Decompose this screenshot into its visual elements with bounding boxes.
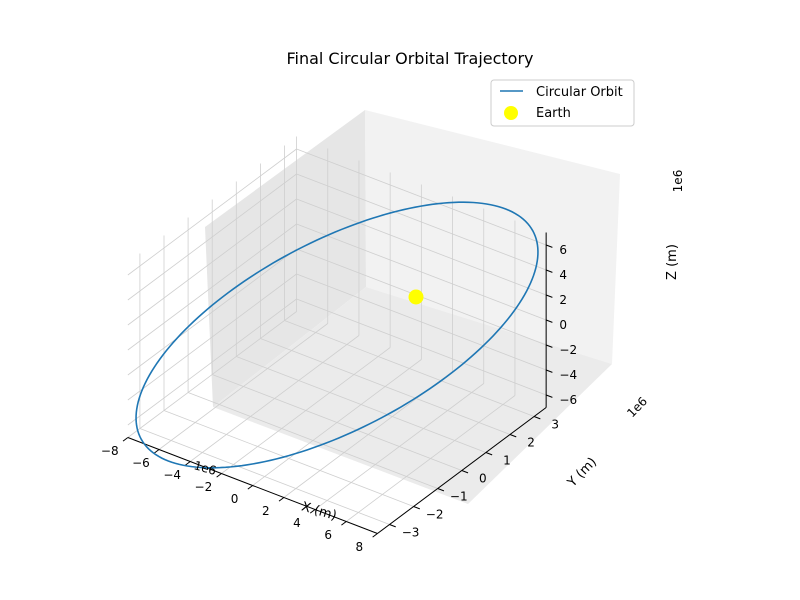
- z-tick-label: 6: [559, 243, 567, 257]
- orbit-layer: [135, 201, 539, 469]
- z-tick-mark: [545, 344, 553, 348]
- y-tick-mark: [413, 506, 421, 510]
- x-tick-label: 6: [324, 528, 332, 542]
- x-tick-mark: [341, 521, 347, 526]
- y-tick-label: 2: [527, 436, 535, 450]
- y-axis-label: Y (m): [564, 455, 600, 491]
- z-tick-mark: [545, 369, 553, 373]
- orbit-line: [135, 201, 539, 469]
- grid-line-y: [212, 374, 462, 471]
- grid-line-z: [127, 298, 297, 426]
- grid-line-y: [139, 428, 390, 525]
- floor-pane: [213, 287, 612, 504]
- grid-line-z: [127, 223, 297, 351]
- legend-point-swatch: [504, 106, 518, 120]
- grid-line-y: [284, 320, 535, 417]
- y-tick-label: 1: [503, 454, 511, 468]
- grid-line-y: [260, 338, 511, 435]
- x-tick-label: −6: [132, 456, 150, 470]
- grid-line-z: [127, 248, 297, 376]
- z-tick-label: 2: [559, 293, 567, 307]
- x-tick-mark: [185, 461, 191, 466]
- grid-line-z: [296, 273, 547, 371]
- grid-line-z: [296, 173, 547, 271]
- z-offset-label: 1e6: [671, 170, 685, 193]
- grid-line-z: [127, 173, 297, 301]
- z-tick-mark: [545, 394, 553, 398]
- y-tick-mark: [437, 488, 445, 492]
- z-axis-label: Z (m): [665, 244, 680, 280]
- grid-line-y: [163, 410, 414, 507]
- x-tick-mark: [153, 449, 160, 454]
- legend-box: [490, 79, 635, 127]
- y-tick-label: 0: [479, 472, 487, 486]
- legend: Circular Orbit Earth: [490, 79, 635, 127]
- x-tick-mark: [278, 497, 285, 502]
- grid-lines: [127, 136, 547, 534]
- z-tick-mark: [545, 244, 553, 248]
- x-axis-label: X (m): [300, 499, 339, 523]
- chart-title: Final Circular Orbital Trajectory: [286, 49, 533, 68]
- x-tick-label: −2: [195, 480, 213, 494]
- x-tick-label: 0: [231, 492, 239, 506]
- y-offset-label: 1e6: [624, 394, 650, 420]
- y-tick-label: −1: [450, 490, 468, 504]
- grid-line-y: [236, 356, 487, 453]
- y-tick-mark: [485, 452, 493, 456]
- panes: [205, 110, 620, 504]
- z-tick-label: 0: [559, 318, 567, 332]
- back-pane-xz: [365, 110, 620, 364]
- y-tick-label: −3: [402, 526, 420, 540]
- x-axis-line: [127, 437, 378, 534]
- y-tick-label: −2: [426, 508, 444, 522]
- tick-marks: [122, 244, 553, 538]
- z-tick-mark: [545, 319, 553, 323]
- x-tick-label: 2: [262, 504, 270, 518]
- grid-line-z: [127, 148, 297, 276]
- grid-line-z: [296, 223, 547, 321]
- z-tick-label: −4: [559, 368, 577, 382]
- y-tick-mark: [533, 416, 541, 420]
- z-tick-mark: [545, 269, 553, 273]
- z-tick-label: 4: [559, 268, 567, 282]
- grid-line-z: [296, 198, 547, 296]
- earth-point: [408, 289, 424, 305]
- z-tick-mark: [545, 294, 553, 298]
- x-tick-mark: [372, 533, 378, 538]
- y-tick-mark: [389, 524, 396, 528]
- z-tick-label: −2: [559, 343, 577, 357]
- x-tick-label: 4: [293, 516, 301, 530]
- x-tick-mark: [216, 473, 222, 478]
- grid-line-z: [296, 298, 547, 396]
- x-offset-label: 1e6: [192, 458, 218, 478]
- legend-entry-orbit: Circular Orbit: [536, 85, 623, 100]
- x-tick-label: −4: [163, 468, 181, 482]
- y-tick-mark: [509, 434, 517, 438]
- y-tick-mark: [461, 470, 469, 474]
- grid-line-y: [187, 392, 438, 489]
- z-tick-label: −6: [559, 393, 577, 407]
- x-tick-mark: [247, 485, 253, 490]
- x-tick-mark: [122, 437, 129, 442]
- x-tick-label: 8: [356, 540, 364, 554]
- back-pane-yz: [205, 110, 366, 407]
- y-tick-label: 3: [551, 418, 559, 432]
- grid-line-z: [127, 198, 297, 326]
- grid-line-z: [127, 273, 297, 401]
- grid-line-z: [296, 148, 547, 246]
- x-tick-mark: [309, 509, 316, 514]
- legend-entry-earth: Earth: [536, 106, 571, 121]
- x-tick-label: −8: [101, 444, 119, 458]
